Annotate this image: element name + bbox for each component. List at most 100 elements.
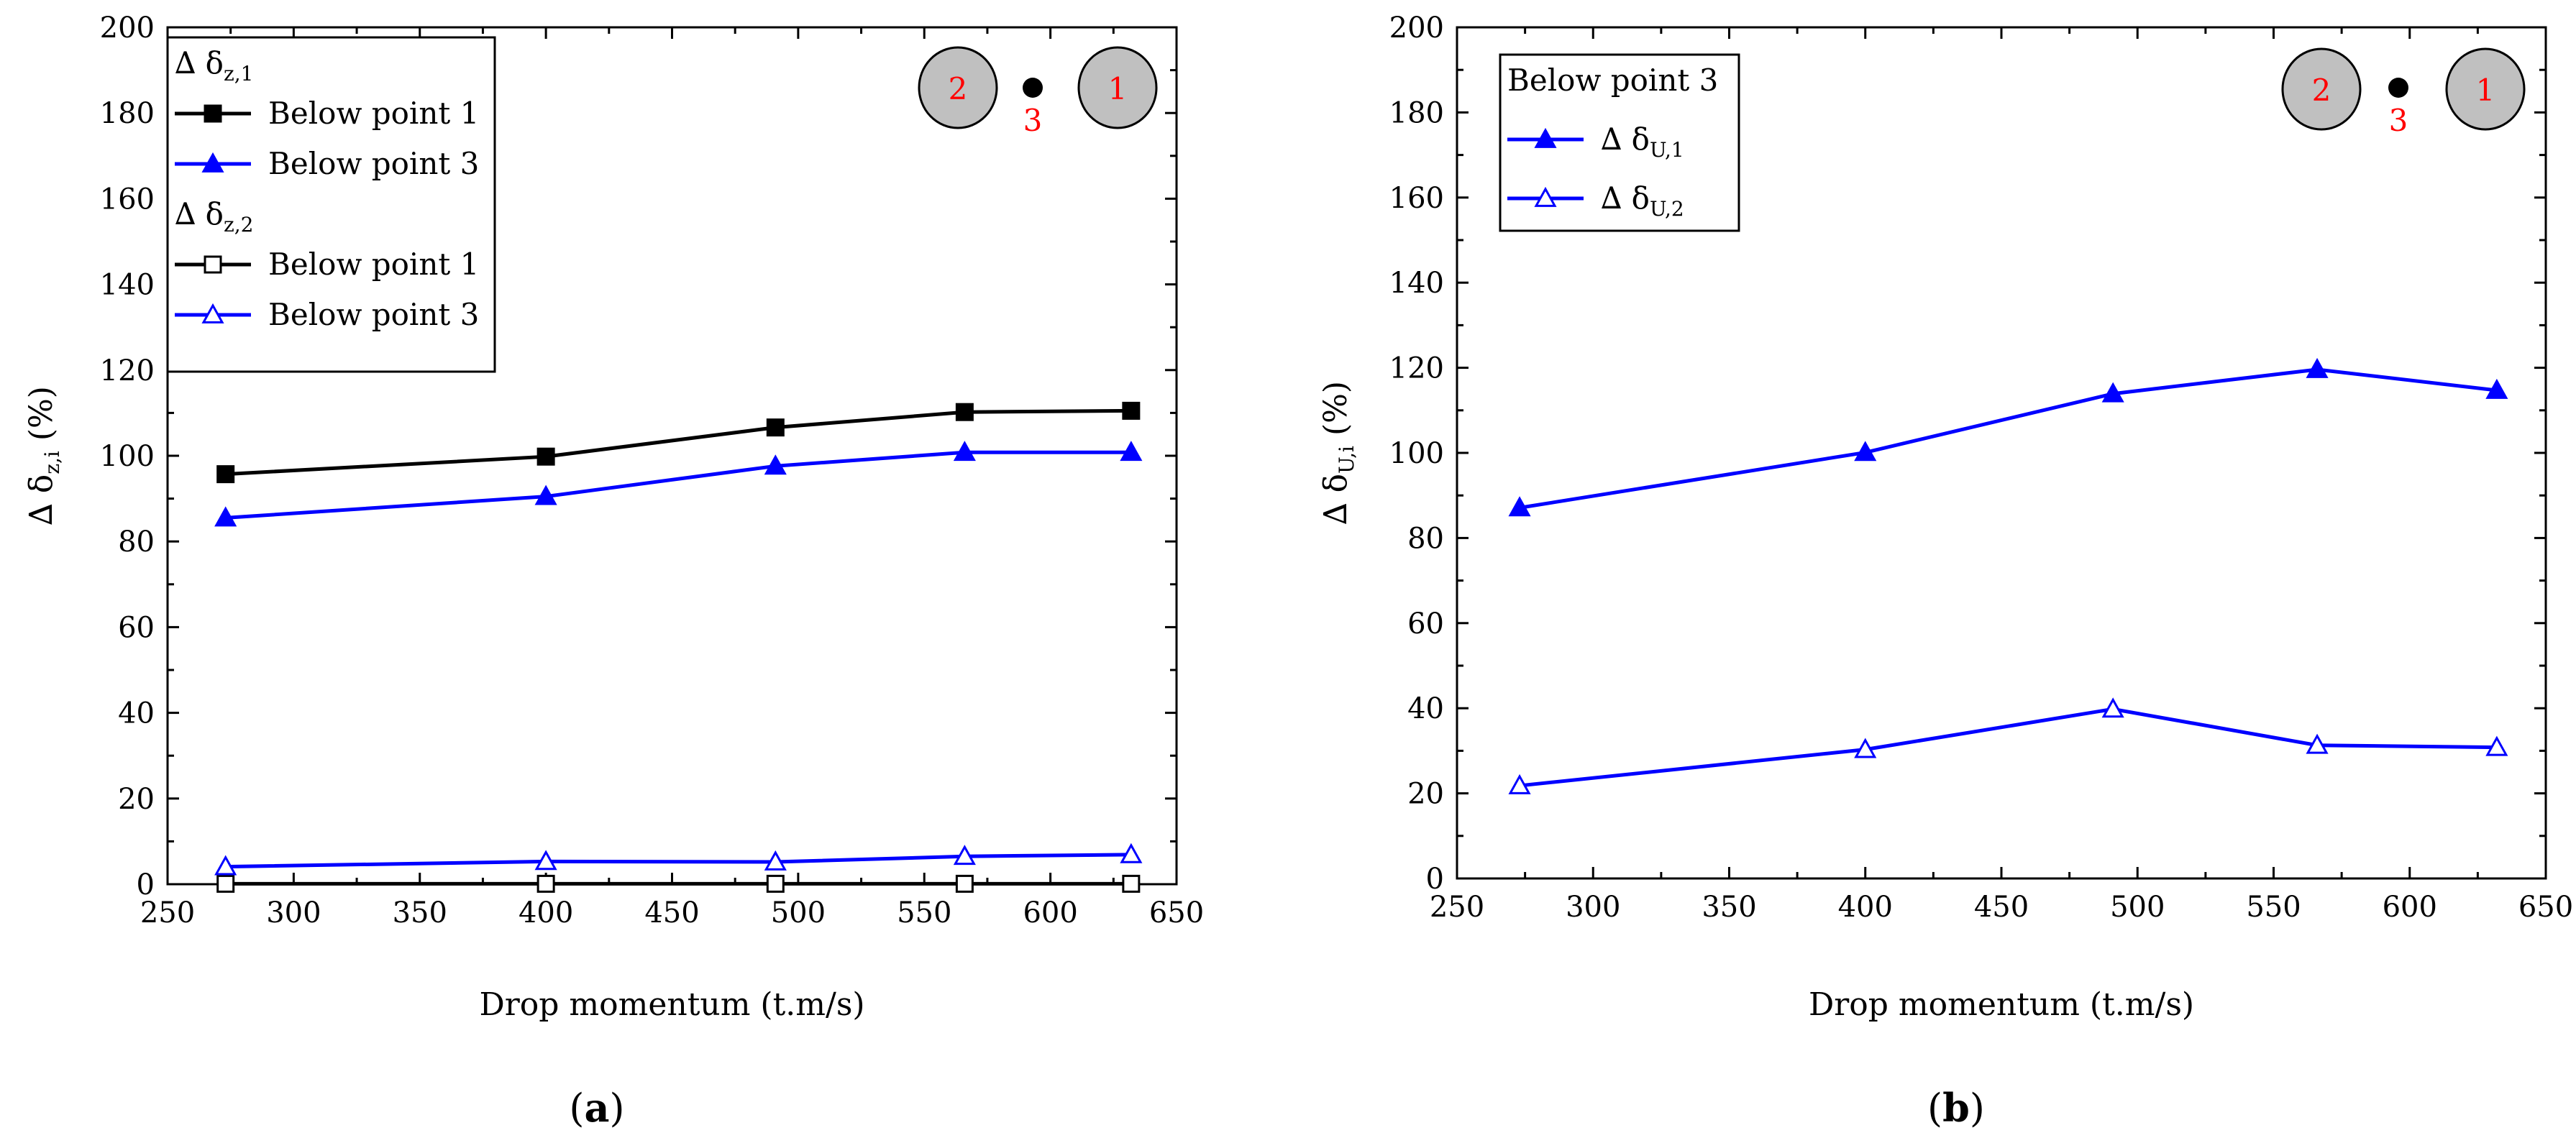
legend-group-title: ∆ δz,2	[175, 196, 253, 237]
data-point	[534, 850, 557, 871]
y-tick-label: 180	[1389, 96, 1444, 129]
legend-entry-label: ∆ δU,1	[1601, 121, 1684, 162]
chart-panel-b: 250 300 350 400 450 500 550 600 650 0 20 40 60 80 100 1…	[1317, 12, 2573, 1131]
data-point	[766, 874, 785, 893]
panel-label: (a)	[569, 1085, 624, 1131]
data-point	[1854, 441, 1877, 462]
x-tick-label: 400	[1838, 891, 1893, 924]
data-point	[1122, 874, 1141, 893]
legend-entry-label: ∆ δU,2	[1601, 180, 1684, 221]
data-point	[216, 874, 235, 893]
x-tick-label: 450	[1974, 891, 2029, 924]
legend-group-title-subscript: z,1	[224, 62, 253, 86]
y-tick-label: 100	[1389, 437, 1444, 470]
legend-entry-label: Below point 3	[268, 297, 479, 332]
y-tick-label: 120	[100, 354, 155, 387]
y-axis-label-main: ∆ δ	[1317, 474, 1354, 525]
x-tick-label: 550	[2246, 891, 2301, 924]
pile-label-1: 1	[1108, 71, 1128, 106]
legend-entry-label: Below point 3	[268, 146, 479, 181]
x-tick-label: 400	[519, 896, 573, 929]
y-axis-label-subscript: U,i	[1335, 446, 1358, 474]
series-0	[216, 401, 1141, 484]
y-axis-label-main: ∆ δ	[23, 474, 60, 525]
y-axis-label: ∆ δU,i (%)	[1317, 381, 1358, 525]
series-1	[214, 441, 1143, 527]
data-point	[766, 418, 785, 437]
data-point	[1508, 774, 1531, 794]
pile-label-2: 2	[949, 71, 968, 106]
pile-circle-1	[1077, 46, 1158, 129]
pile-circle-2	[2281, 47, 2362, 131]
legend-swatch-marker	[1534, 186, 1557, 207]
data-point	[2485, 735, 2508, 756]
legend-swatch-marker	[201, 303, 224, 323]
data-point	[214, 506, 237, 527]
y-tick-label: 80	[1407, 522, 1444, 555]
x-tick-label: 300	[266, 896, 321, 929]
pile-label-2: 2	[2312, 73, 2331, 108]
y-tick-label: 200	[1389, 12, 1444, 45]
legend-swatch-marker	[1534, 127, 1557, 148]
legend-group-title-main: ∆ δ	[175, 196, 224, 231]
y-tick-label: 40	[118, 697, 155, 730]
legend-swatch-marker	[204, 255, 222, 274]
y-tick-label: 60	[118, 611, 155, 644]
legend-entry-label: Below point 1	[268, 96, 479, 131]
point-label: 3	[1023, 103, 1043, 138]
x-tick-label: 600	[1023, 896, 1077, 929]
legend: Below point 3 ∆ δU,1 ∆ δU,2	[1499, 53, 1740, 232]
legend-entry-label-main: ∆ δ	[1601, 121, 1650, 157]
x-tick-label: 450	[644, 896, 699, 929]
y-axis-label: ∆ δz,i (%)	[23, 386, 64, 525]
series-2	[216, 874, 1141, 893]
data-point	[2101, 697, 2124, 718]
data-point	[1120, 843, 1143, 863]
y-tick-label: 160	[1389, 182, 1444, 215]
data-point	[953, 441, 976, 462]
x-tick-label: 650	[1149, 896, 1204, 929]
y-tick-label: 200	[100, 12, 155, 45]
panel-label-paren: )	[1970, 1085, 1985, 1131]
legend-group-title-subscript: z,2	[224, 213, 253, 237]
x-tick-label: 350	[393, 896, 447, 929]
y-tick-label: 100	[100, 440, 155, 473]
y-tick-label: 40	[1407, 692, 1444, 725]
y-tick-label: 80	[118, 525, 155, 559]
pile-circle-2	[918, 46, 998, 129]
x-axis-label: Drop momentum (t.m/s)	[1809, 986, 2194, 1023]
y-axis-label-suffix: (%)	[23, 386, 60, 451]
x-tick-label: 350	[1702, 891, 1756, 924]
data-point	[955, 874, 974, 893]
y-tick-label: 140	[100, 269, 155, 302]
y-tick-label: 0	[1426, 863, 1444, 896]
y-tick-label: 120	[1389, 352, 1444, 385]
data-point	[764, 850, 787, 871]
data-point	[2485, 378, 2508, 399]
data-point	[1120, 441, 1143, 462]
y-axis-label-subscript: z,i	[40, 451, 64, 474]
y-tick-label: 180	[100, 97, 155, 130]
data-point	[214, 855, 237, 876]
y-tick-label: 60	[1407, 607, 1444, 641]
legend-swatch-marker	[201, 152, 224, 173]
data-point	[1122, 401, 1141, 420]
x-tick-label: 250	[1430, 891, 1484, 924]
panel-label-letter: a	[585, 1085, 610, 1131]
legend-entry-label-subscript: U,1	[1650, 138, 1684, 162]
pile-inset: 2 1 3	[2281, 47, 2526, 138]
pile-circle-1	[2445, 47, 2526, 131]
x-tick-label: 500	[2110, 891, 2165, 924]
data-point	[2101, 382, 2124, 403]
data-point	[764, 454, 787, 475]
panel-label-paren: (	[569, 1085, 584, 1131]
y-tick-label: 140	[1389, 267, 1444, 300]
data-point	[953, 845, 976, 866]
series-0	[1508, 357, 2508, 517]
data-point	[1508, 496, 1531, 517]
legend-group-title-main: Below point 3	[1507, 63, 1718, 98]
y-tick-label: 0	[137, 868, 155, 901]
y-tick-label: 160	[100, 183, 155, 216]
data-point	[1854, 738, 1877, 758]
